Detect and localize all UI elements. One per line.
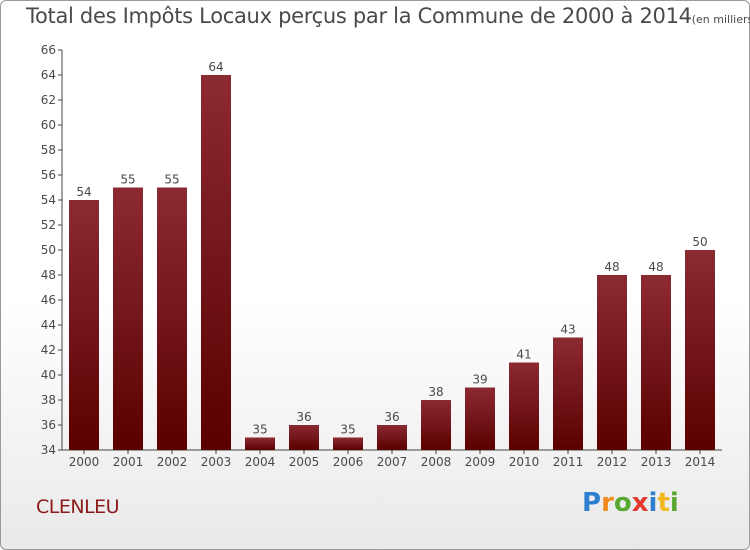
x-tick-label: 2009 bbox=[465, 455, 496, 469]
x-tick-label: 2002 bbox=[157, 455, 188, 469]
y-tick-label: 52 bbox=[41, 218, 56, 232]
y-tick-label: 40 bbox=[41, 368, 56, 382]
data-label-2000: 54 bbox=[76, 185, 91, 199]
bar-2000 bbox=[69, 200, 99, 450]
data-label-2013: 48 bbox=[648, 260, 663, 274]
x-tick-label: 2008 bbox=[421, 455, 452, 469]
y-tick-label: 66 bbox=[41, 43, 56, 57]
data-label-2007: 36 bbox=[384, 410, 399, 424]
logo-letter: r bbox=[601, 488, 614, 518]
y-tick-label: 34 bbox=[41, 443, 56, 457]
y-tick-label: 54 bbox=[41, 193, 56, 207]
x-tick-label: 2000 bbox=[69, 455, 100, 469]
chart-title-unit: (en milliers d'€) bbox=[691, 13, 750, 26]
bar-2007 bbox=[377, 425, 407, 450]
data-label-2009: 39 bbox=[472, 373, 487, 387]
bar-2002 bbox=[157, 187, 187, 450]
data-label-2010: 41 bbox=[516, 348, 531, 362]
x-tick-label: 2005 bbox=[289, 455, 320, 469]
x-tick-label: 2013 bbox=[641, 455, 672, 469]
bar-2008 bbox=[421, 400, 451, 450]
data-label-2003: 64 bbox=[208, 60, 223, 74]
x-tick-label: 2010 bbox=[509, 455, 540, 469]
bar-2012 bbox=[597, 275, 627, 450]
y-tick-label: 60 bbox=[41, 118, 56, 132]
commune-name: CLENLEU bbox=[36, 496, 120, 518]
x-tick-label: 2006 bbox=[333, 455, 364, 469]
x-tick-label: 2003 bbox=[201, 455, 232, 469]
y-tick-label: 46 bbox=[41, 293, 56, 307]
logo-letter: o bbox=[613, 488, 632, 518]
data-label-2014: 50 bbox=[692, 235, 707, 249]
y-tick-label: 44 bbox=[41, 318, 56, 332]
logo-letter: i bbox=[669, 488, 679, 518]
data-label-2001: 55 bbox=[120, 173, 135, 187]
y-tick-label: 56 bbox=[41, 168, 56, 182]
bar-2005 bbox=[289, 425, 319, 450]
y-tick-label: 62 bbox=[41, 93, 56, 107]
data-label-2012: 48 bbox=[604, 260, 619, 274]
bar-2010 bbox=[509, 362, 539, 450]
bar-2003 bbox=[201, 75, 231, 450]
data-label-2002: 55 bbox=[164, 173, 179, 187]
chart-title-main: Total des Impôts Locaux perçus par la Co… bbox=[26, 4, 692, 28]
y-tick-label: 42 bbox=[41, 343, 56, 357]
x-tick-label: 2004 bbox=[245, 455, 276, 469]
logo-letter: x bbox=[631, 488, 649, 518]
x-tick-label: 2012 bbox=[597, 455, 628, 469]
y-tick-label: 50 bbox=[41, 243, 56, 257]
x-tick-label: 2007 bbox=[377, 455, 408, 469]
bar-2014 bbox=[685, 250, 715, 450]
y-tick-label: 48 bbox=[41, 268, 56, 282]
bar-2013 bbox=[641, 275, 671, 450]
x-tick-label: 2011 bbox=[553, 455, 584, 469]
logo-letter: t bbox=[657, 488, 670, 518]
bar-2004 bbox=[245, 437, 275, 450]
x-tick-label: 2001 bbox=[113, 455, 144, 469]
bar-2001 bbox=[113, 187, 143, 450]
proxiti-logo: Proxiti bbox=[582, 488, 679, 518]
data-label-2011: 43 bbox=[560, 323, 575, 337]
data-labels: 2000 54 2001 55 2002 55 2003 64 2004 35 2005 36 2006… bbox=[69, 60, 716, 469]
bar-2009 bbox=[465, 387, 495, 450]
y-tick-label: 64 bbox=[41, 68, 56, 82]
x-tick-label: 2014 bbox=[685, 455, 716, 469]
data-label-2008: 38 bbox=[428, 385, 443, 399]
y-tick-label: 36 bbox=[41, 418, 56, 432]
logo-letter: P bbox=[582, 488, 602, 518]
y-tick-label: 58 bbox=[41, 143, 56, 157]
y-tick-label: 38 bbox=[41, 393, 56, 407]
bar-2011 bbox=[553, 337, 583, 450]
data-label-2006: 35 bbox=[340, 423, 355, 437]
data-label-2004: 35 bbox=[252, 423, 267, 437]
chart-title: Total des Impôts Locaux perçus par la Co… bbox=[26, 4, 750, 28]
logo-letter: i bbox=[648, 488, 658, 518]
data-label-2005: 36 bbox=[296, 410, 311, 424]
bars bbox=[69, 75, 715, 450]
bar-2006 bbox=[333, 437, 363, 450]
